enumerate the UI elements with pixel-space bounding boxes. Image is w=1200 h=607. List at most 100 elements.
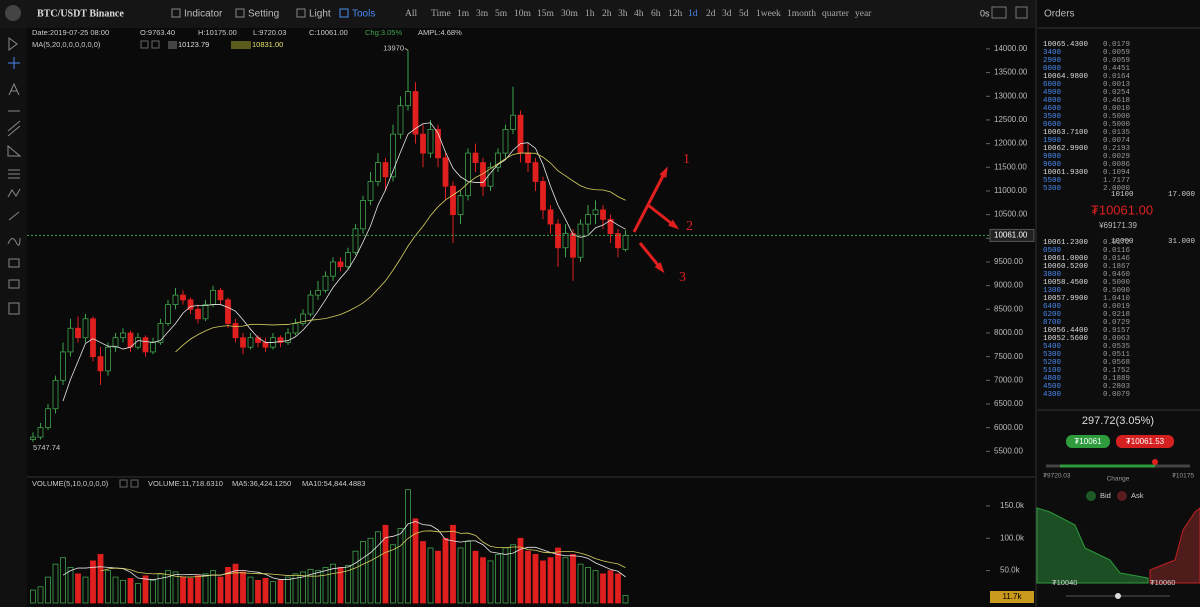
order-price: 10058.4500 xyxy=(1043,279,1089,287)
bid-legend: Bid xyxy=(1100,491,1111,500)
volume-bar xyxy=(562,557,569,604)
sell-button[interactable] xyxy=(1116,435,1174,448)
arrow-head xyxy=(668,219,680,230)
toolbar-button[interactable]: Tools xyxy=(352,9,375,20)
interval-button[interactable]: 15m xyxy=(537,9,555,19)
order-price: 4600 xyxy=(1043,105,1062,113)
candle-body xyxy=(210,289,216,305)
order-amount: 0.2803 xyxy=(1103,383,1131,391)
fullscreen-button[interactable] xyxy=(1015,6,1028,19)
ruler-tool[interactable] xyxy=(8,211,20,221)
annotation-label: 1 xyxy=(683,152,690,167)
last-price-cny: ¥69171.39 xyxy=(1098,221,1137,230)
ma-swatch xyxy=(168,41,177,49)
fib-tool[interactable] xyxy=(8,169,20,179)
order-price: 4300 xyxy=(1043,391,1062,399)
y-tick-label: 50.0k xyxy=(1000,566,1021,575)
volume-bar xyxy=(187,578,194,604)
pattern-tool[interactable] xyxy=(7,188,21,198)
brush-tool[interactable] xyxy=(7,237,21,246)
interval-button[interactable]: 3m xyxy=(476,9,489,19)
volume-bar xyxy=(292,573,299,604)
order-price: 5300 xyxy=(1043,351,1062,359)
volume-info: MA5:36,424.1250 xyxy=(232,479,291,488)
volume-bar xyxy=(352,550,359,604)
toolbar-button[interactable]: Light xyxy=(309,9,331,20)
candle-body xyxy=(465,152,471,197)
text-tool[interactable] xyxy=(8,82,20,96)
delete-tool[interactable] xyxy=(8,302,20,315)
interval-button[interactable]: 12h xyxy=(668,9,683,19)
toolbar-button[interactable]: Indicator xyxy=(184,9,223,20)
interval-button[interactable]: 1d xyxy=(688,9,698,19)
order-amount: 0.0729 xyxy=(1103,319,1130,327)
ma-swatch xyxy=(231,41,251,49)
volume-bar xyxy=(570,554,576,604)
crosshair-tool[interactable] xyxy=(8,57,20,69)
y-tick-label: 14000.00 xyxy=(994,44,1028,53)
volume-bar xyxy=(112,576,119,604)
volume-bar xyxy=(135,583,141,604)
interval-button[interactable]: 1month xyxy=(787,9,816,19)
symbol[interactable]: BTC/USDT Binance xyxy=(37,8,124,19)
order-price: 5100 xyxy=(1043,367,1062,375)
candle-body xyxy=(517,114,524,154)
interval-button[interactable]: Time xyxy=(431,9,451,19)
interval-button[interactable]: 3h xyxy=(618,9,628,19)
interval-button[interactable]: 2d xyxy=(706,9,716,19)
bid-depth xyxy=(1036,507,1149,584)
interval-button[interactable]: 1h xyxy=(585,9,595,19)
volume-bar xyxy=(547,557,554,604)
high-pointer xyxy=(404,47,409,51)
order-amount: 0.0146 xyxy=(1103,255,1131,263)
screenshot-button[interactable] xyxy=(991,6,1007,19)
order-amount: 0.1752 xyxy=(1103,367,1130,375)
interval-button[interactable]: quarter xyxy=(822,9,850,19)
interval-button[interactable]: year xyxy=(855,9,872,19)
channel-tool[interactable] xyxy=(7,120,21,137)
candle-body xyxy=(30,436,36,440)
toolbar-button[interactable]: Setting xyxy=(248,9,279,20)
candle-body xyxy=(45,408,51,429)
order-amount: 0.0179 xyxy=(1103,41,1130,49)
order-amount: 0.0074 xyxy=(1103,137,1131,145)
ohlc-info: Date:2019-07-25 08:00 xyxy=(32,28,109,37)
order-amount: 0.4618 xyxy=(1103,97,1130,105)
volume-bar xyxy=(300,571,306,604)
visibility-tool[interactable] xyxy=(8,279,20,289)
interval-button[interactable]: 5m xyxy=(495,9,508,19)
interval-button[interactable]: 4h xyxy=(634,9,644,19)
interval-button[interactable]: All xyxy=(405,9,418,19)
candle-body xyxy=(585,214,591,225)
interval-button[interactable]: 1week xyxy=(756,9,781,19)
y-tick-label: 12000.00 xyxy=(994,139,1028,148)
volume-bar xyxy=(397,528,404,604)
interval-button[interactable]: 5d xyxy=(739,9,749,19)
lock-tool[interactable] xyxy=(8,258,20,268)
interval-button[interactable]: 2h xyxy=(602,9,612,19)
volume-bar xyxy=(307,568,314,604)
volume-bar xyxy=(75,573,81,604)
triangle-tool[interactable] xyxy=(7,144,22,157)
buy-button[interactable] xyxy=(1066,435,1110,448)
order-amount: 0.0135 xyxy=(1103,129,1131,137)
candle-body xyxy=(240,337,246,348)
interval-button[interactable]: 10m xyxy=(514,9,532,19)
y-tick-label: 10500.00 xyxy=(994,210,1028,219)
interval-button[interactable]: 1m xyxy=(457,9,470,19)
candle-body xyxy=(52,379,59,410)
interval-button[interactable]: 30m xyxy=(561,9,579,19)
candle-body xyxy=(435,129,441,159)
ohlc-info: L:9720.03 xyxy=(253,28,286,37)
volume-ma-line xyxy=(62,521,626,581)
candle-body xyxy=(307,294,314,315)
ma-line xyxy=(175,152,626,353)
range-marker xyxy=(1152,459,1158,465)
cursor-tool[interactable] xyxy=(8,37,18,51)
interval-button[interactable]: 6h xyxy=(651,9,661,19)
interval-button[interactable]: 3d xyxy=(722,9,732,19)
candle-body xyxy=(352,228,359,253)
volume-bar xyxy=(592,570,599,604)
last-price-tag xyxy=(989,228,1035,242)
ohlc-info: Chg:3.05% xyxy=(365,28,402,37)
